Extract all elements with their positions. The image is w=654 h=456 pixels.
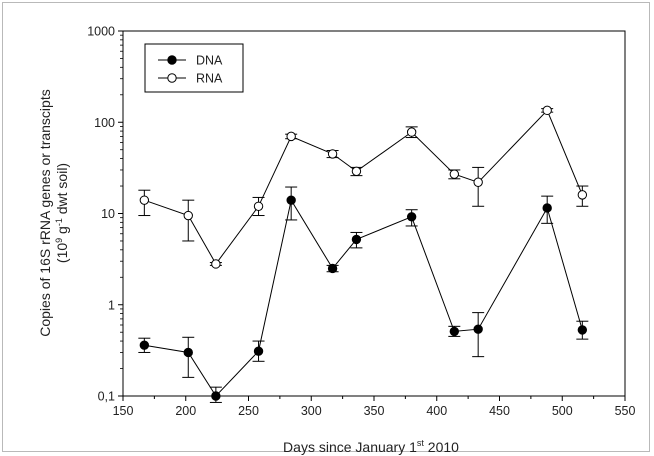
data-point-rna [286, 131, 296, 142]
y-axis-title: Copies of 16S rRNA genes or transcipts (… [37, 89, 70, 336]
data-point-rna [183, 210, 193, 221]
data-point-rna [253, 201, 264, 211]
legend-label-rna: RNA [196, 72, 223, 86]
x-tick-label: 500 [552, 404, 573, 418]
data-point-rna [211, 259, 221, 269]
y-tick-label: 0,1 [98, 390, 115, 404]
data-point-rna [351, 166, 362, 177]
data-point-dna [286, 195, 296, 205]
x-tick-label: 450 [489, 404, 510, 418]
data-point-dna [253, 346, 264, 356]
y-tick-label: 10 [101, 207, 115, 221]
x-tick-label: 200 [175, 404, 196, 418]
x-tick-label: 300 [301, 404, 322, 418]
series-line-rna [144, 109, 583, 265]
data-point-dna [406, 212, 417, 222]
x-tick-label: 250 [238, 404, 259, 418]
y-axis-title-line1: Copies of 16S rRNA genes or transcipts [37, 89, 53, 336]
legend-marker-rna [167, 73, 177, 83]
data-point-rna [577, 190, 588, 200]
series-line-dna [144, 198, 583, 397]
data-point-rna [139, 195, 150, 205]
data-point-dna [449, 326, 460, 337]
data-point-rna [406, 127, 417, 137]
series-rna [138, 105, 589, 269]
x-axis-title: Days since January 1st 2010 [283, 438, 459, 455]
x-axis-ticks: 150 200 250 300 350 400 450 500 550 [113, 396, 636, 418]
data-point-dna [351, 234, 362, 245]
x-tick-label: 550 [615, 404, 636, 418]
data-point-dna [473, 324, 483, 334]
data-point-rna [542, 105, 552, 116]
data-point-dna [577, 325, 588, 335]
y-tick-label: 100 [94, 116, 115, 130]
series-dna [138, 186, 589, 403]
legend-marker-dna [167, 55, 177, 65]
data-point-dna [327, 263, 338, 274]
legend-label-dna: DNA [196, 54, 223, 68]
data-point-dna [211, 391, 221, 401]
series-layer [138, 105, 589, 403]
figure-frame [2, 2, 650, 452]
x-tick-label: 350 [364, 404, 385, 418]
data-point-dna [139, 340, 150, 350]
legend: DNA RNA [144, 43, 244, 93]
y-axis-ticks: 0,1 1 10 100 1000 [87, 25, 123, 404]
legend-box [144, 43, 244, 93]
data-point-rna [327, 149, 338, 159]
y-tick-label: 1 [108, 298, 115, 312]
data-point-rna [473, 177, 483, 187]
data-point-rna [449, 169, 460, 179]
x-tick-label: 400 [426, 404, 447, 418]
x-tick-label: 150 [113, 404, 134, 418]
y-axis-title-line2: (109 g-1 dwt soil) [54, 163, 70, 263]
data-point-dna [542, 203, 552, 213]
data-point-dna [183, 347, 193, 358]
y-tick-label: 1000 [87, 25, 115, 39]
